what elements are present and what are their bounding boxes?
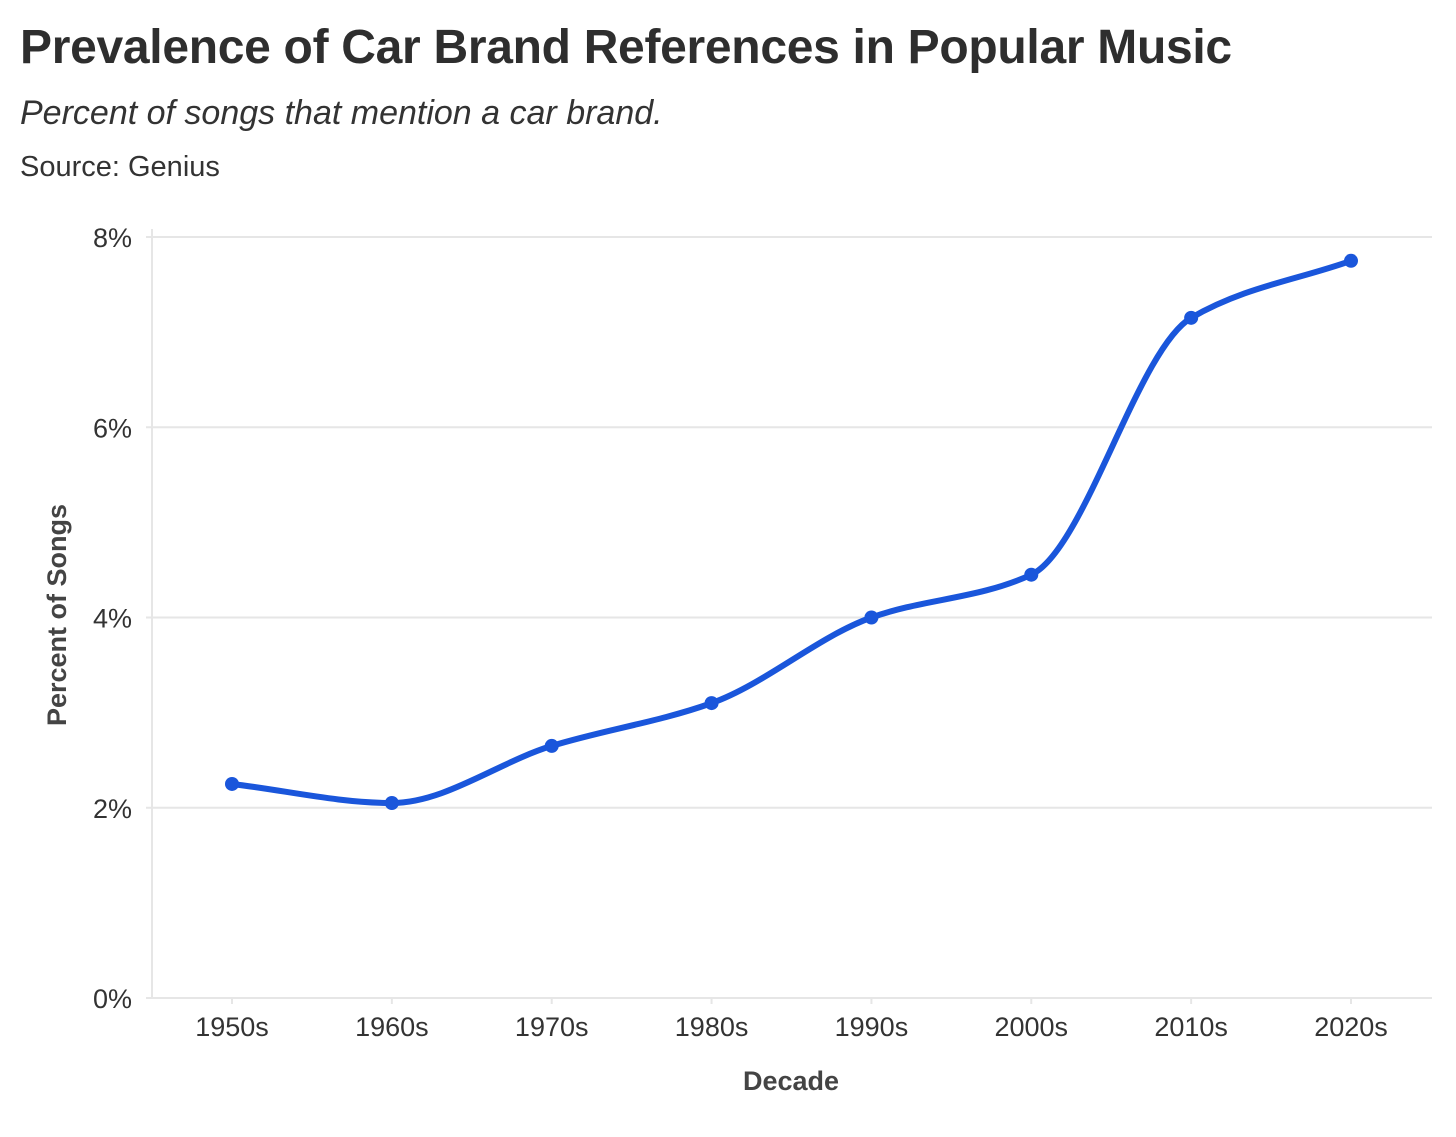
- y-axis-title: Percent of Songs: [42, 504, 72, 726]
- series: [225, 253, 1358, 810]
- data-point-2010s: [1184, 310, 1199, 325]
- axes: [146, 229, 1432, 1004]
- y-tick-label: 8%: [93, 223, 132, 253]
- x-tick-label: 2000s: [994, 1012, 1068, 1042]
- x-tick-labels: 1950s 1960s 1970s 1980s 1990s 2000s 2010s 2020s: [195, 1012, 1388, 1042]
- x-tick-label: 2020s: [1314, 1012, 1388, 1042]
- y-tick-label: 2%: [93, 794, 132, 824]
- x-axis-title: Decade: [743, 1066, 839, 1096]
- x-tick-label: 1990s: [835, 1012, 909, 1042]
- data-point-1960s: [384, 795, 399, 810]
- x-tick-label: 1980s: [675, 1012, 749, 1042]
- data-point-2020s: [1344, 253, 1358, 268]
- y-tick-label: 4%: [93, 604, 132, 634]
- series-line: [229, 257, 1354, 806]
- y-tick-label: 6%: [93, 413, 132, 443]
- data-point-2000s: [1024, 567, 1039, 582]
- chart-source: Source: Genius: [20, 151, 220, 183]
- data-point-1990s: [864, 610, 879, 625]
- gridlines: [152, 236, 1432, 809]
- y-tick-labels: 0% 2% 4% 6% 8%: [93, 223, 132, 1014]
- chart-subtitle: Percent of songs that mention a car bran…: [20, 94, 663, 132]
- y-tick-label: 0%: [93, 984, 132, 1014]
- chart-title: Prevalence of Car Brand References in Po…: [20, 21, 1232, 74]
- x-tick-label: 1950s: [195, 1012, 269, 1042]
- data-point-1970s: [544, 738, 559, 753]
- x-tick-label: 1970s: [515, 1012, 589, 1042]
- x-tick-label: 1960s: [355, 1012, 429, 1042]
- x-tick-label: 2010s: [1154, 1012, 1228, 1042]
- data-point-1950s: [225, 776, 239, 791]
- data-point-1980s: [704, 696, 719, 711]
